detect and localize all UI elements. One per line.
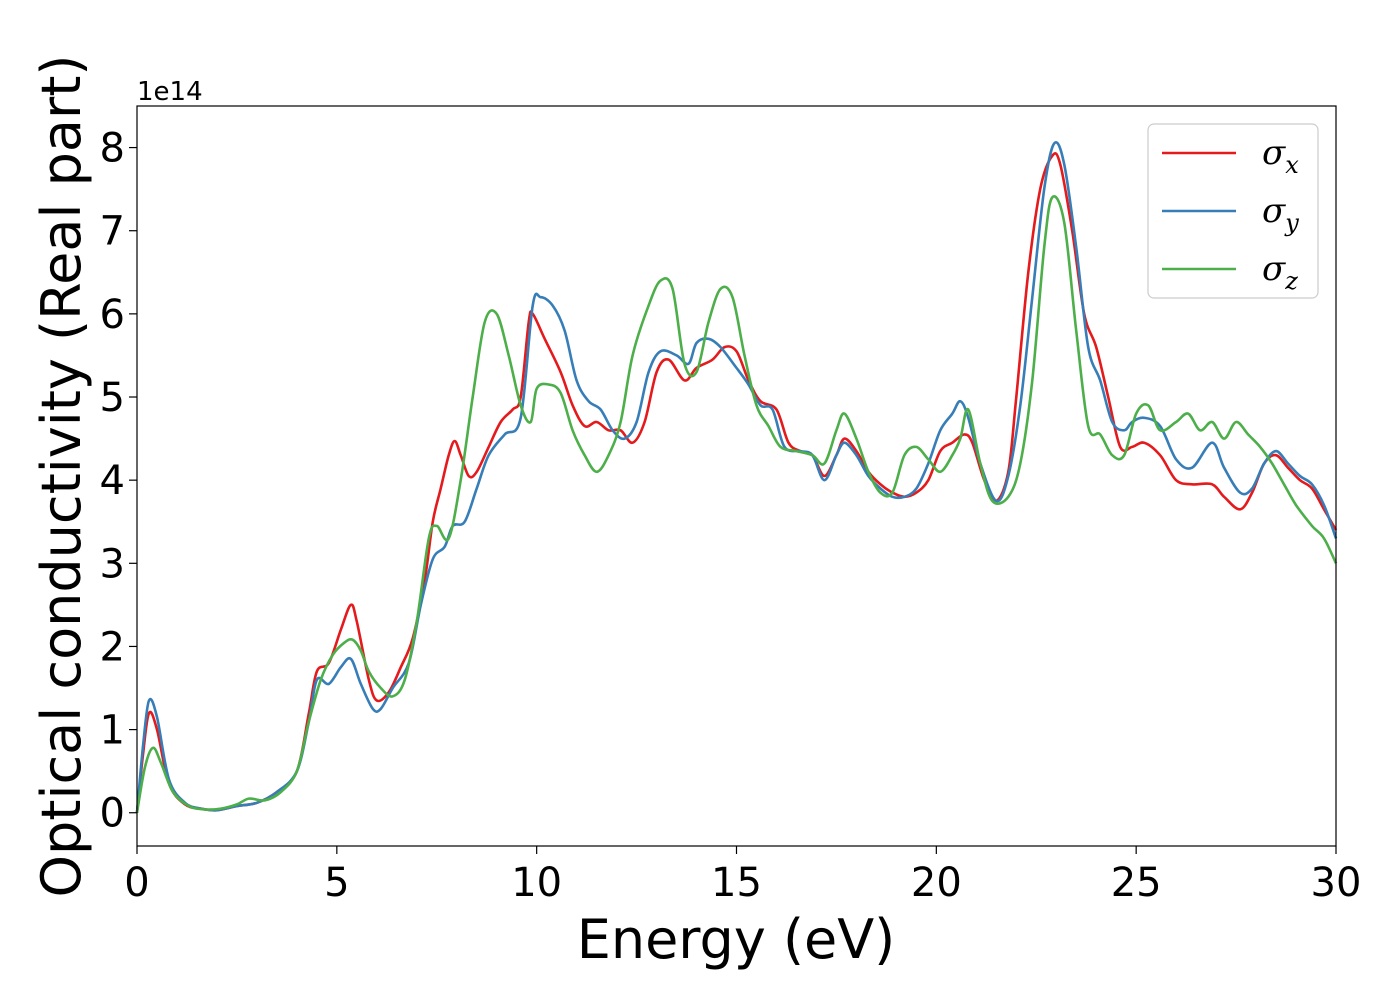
y-tick-label: 5 xyxy=(100,375,125,421)
y-tick-label: 2 xyxy=(100,624,125,670)
x-tick-label: 20 xyxy=(911,860,962,906)
y-axis-title: Optical conductivity (Real part) xyxy=(30,55,93,898)
plot-lines xyxy=(135,141,1338,813)
y-axis-ticks: 0 1 2 3 4 5 6 7 8 xyxy=(100,126,137,837)
legend-label-x: σx xyxy=(1262,133,1299,179)
y-tick-label: 3 xyxy=(100,541,125,587)
x-tick-label: 5 xyxy=(324,860,349,906)
y-tick-label: 0 xyxy=(100,791,125,837)
x-axis-ticks: 0 5 10 15 20 25 30 xyxy=(124,846,1361,906)
series-line-z xyxy=(135,195,1338,813)
y-tick-label: 8 xyxy=(100,126,125,172)
y-tick-label: 1 xyxy=(100,708,125,754)
y-tick-label: 6 xyxy=(100,292,125,338)
y-offset-label: 1e14 xyxy=(137,77,203,107)
y-tick-label: 7 xyxy=(100,209,125,255)
series-line-y xyxy=(135,141,1338,813)
x-tick-label: 25 xyxy=(1111,860,1162,906)
x-tick-label: 30 xyxy=(1311,860,1362,906)
y-tick-label: 4 xyxy=(100,458,125,504)
x-tick-label: 0 xyxy=(124,860,149,906)
x-axis-title: Energy (eV) xyxy=(577,908,896,971)
series-line-x xyxy=(135,152,1338,813)
x-tick-label: 15 xyxy=(711,860,762,906)
x-tick-label: 10 xyxy=(511,860,562,906)
